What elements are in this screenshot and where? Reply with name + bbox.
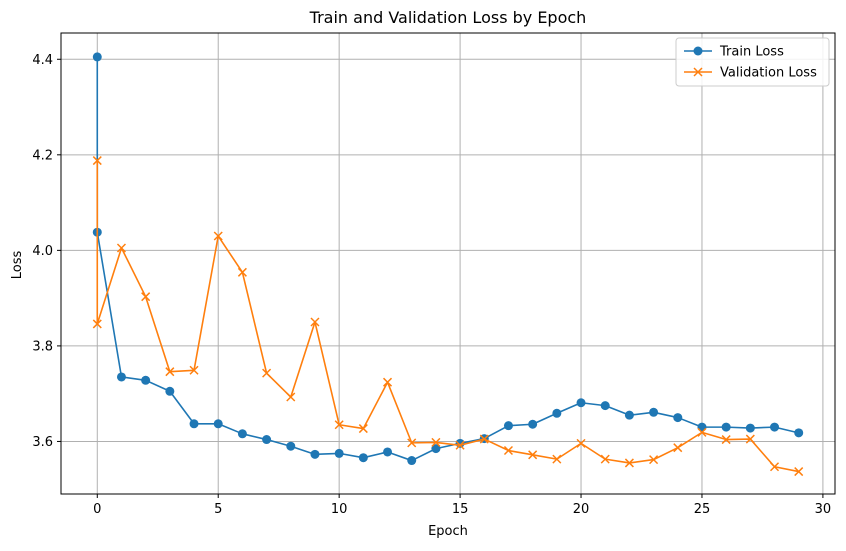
data-point: [794, 428, 804, 438]
data-point: [383, 447, 393, 457]
data-point: [407, 438, 417, 448]
y-tick-label: 4.4: [32, 53, 53, 68]
data-point: [286, 392, 296, 402]
legend-marker: [693, 67, 703, 77]
x-tick-label: 20: [573, 502, 590, 517]
data-point: [600, 401, 610, 411]
data-point: [431, 437, 441, 447]
grid: [61, 33, 835, 494]
legend: Train Loss Validation Loss: [675, 37, 830, 87]
data-point: [697, 427, 707, 437]
series-line: [96, 56, 799, 462]
data-point: [770, 422, 780, 432]
series-line: [96, 160, 799, 473]
legend-marker: [693, 46, 703, 56]
legend-box: [675, 37, 830, 87]
x-tick-label: 25: [694, 502, 711, 517]
data-point: [431, 444, 441, 454]
data-point: [310, 317, 320, 327]
data-point: [745, 423, 755, 433]
data-point: [310, 449, 320, 459]
data-point: [189, 365, 199, 375]
data-point: [358, 453, 368, 463]
x-axis-label: Epoch: [428, 524, 468, 539]
legend-label: Train Loss: [719, 45, 784, 60]
data-point: [213, 231, 223, 241]
data-point: [92, 156, 102, 166]
x-tick-label: 10: [331, 502, 348, 517]
axes: 0 5 10 15 20 25 30 3.6 3.8 4.0 4.2 4.4: [32, 53, 831, 517]
data-point: [165, 386, 175, 396]
chart-title: Train and Validation Loss by Epoch: [309, 8, 587, 27]
data-point: [262, 435, 272, 445]
data-point: [334, 448, 344, 458]
data-point: [673, 443, 683, 453]
data-point: [552, 454, 562, 464]
data-point: [528, 419, 538, 429]
data-point: [237, 267, 247, 277]
data-point: [262, 368, 272, 378]
y-tick-label: 4.0: [32, 244, 53, 259]
data-point: [721, 435, 731, 445]
series-2: [92, 156, 804, 477]
data-point: [383, 377, 393, 387]
data-point: [576, 398, 586, 408]
series-layer: [92, 52, 804, 477]
data-point: [116, 243, 126, 253]
data-point: [334, 420, 344, 430]
data-point: [624, 458, 634, 468]
data-point: [358, 424, 368, 434]
x-tick-label: 5: [214, 502, 222, 517]
data-point: [503, 421, 513, 431]
data-point: [576, 438, 586, 448]
data-point: [407, 456, 417, 466]
y-tick-label: 3.8: [32, 339, 53, 354]
data-point: [213, 419, 223, 429]
legend-item: Validation Loss: [684, 66, 817, 81]
data-point: [503, 445, 513, 456]
data-point: [189, 419, 199, 429]
series-1: [92, 52, 804, 466]
x-tick-label: 0: [93, 502, 101, 517]
legend-item: Train Loss: [684, 45, 784, 60]
data-point: [721, 422, 731, 432]
data-point: [237, 429, 247, 439]
data-point: [286, 441, 296, 451]
data-point: [673, 413, 683, 423]
data-point: [552, 408, 562, 418]
legend-label: Validation Loss: [720, 66, 817, 81]
data-point: [745, 434, 755, 444]
data-point: [528, 450, 538, 460]
data-point: [649, 455, 659, 465]
data-point: [479, 434, 489, 444]
data-point: [770, 462, 780, 472]
data-point: [600, 454, 610, 464]
data-point: [92, 52, 102, 62]
plot-frame: [60, 32, 836, 495]
x-tick-label: 30: [815, 502, 832, 517]
x-tick-label: 15: [452, 502, 469, 517]
y-tick-label: 3.6: [32, 435, 53, 450]
data-point: [116, 372, 126, 382]
data-point: [92, 319, 102, 329]
data-point: [455, 440, 465, 450]
data-point: [649, 407, 659, 417]
data-point: [794, 467, 804, 477]
data-point: [455, 438, 465, 448]
data-point: [165, 367, 175, 377]
data-point: [624, 410, 634, 420]
data-point: [141, 375, 151, 385]
y-axis-label: Loss: [10, 251, 25, 280]
y-tick-label: 4.2: [32, 148, 53, 163]
data-point: [141, 292, 151, 302]
